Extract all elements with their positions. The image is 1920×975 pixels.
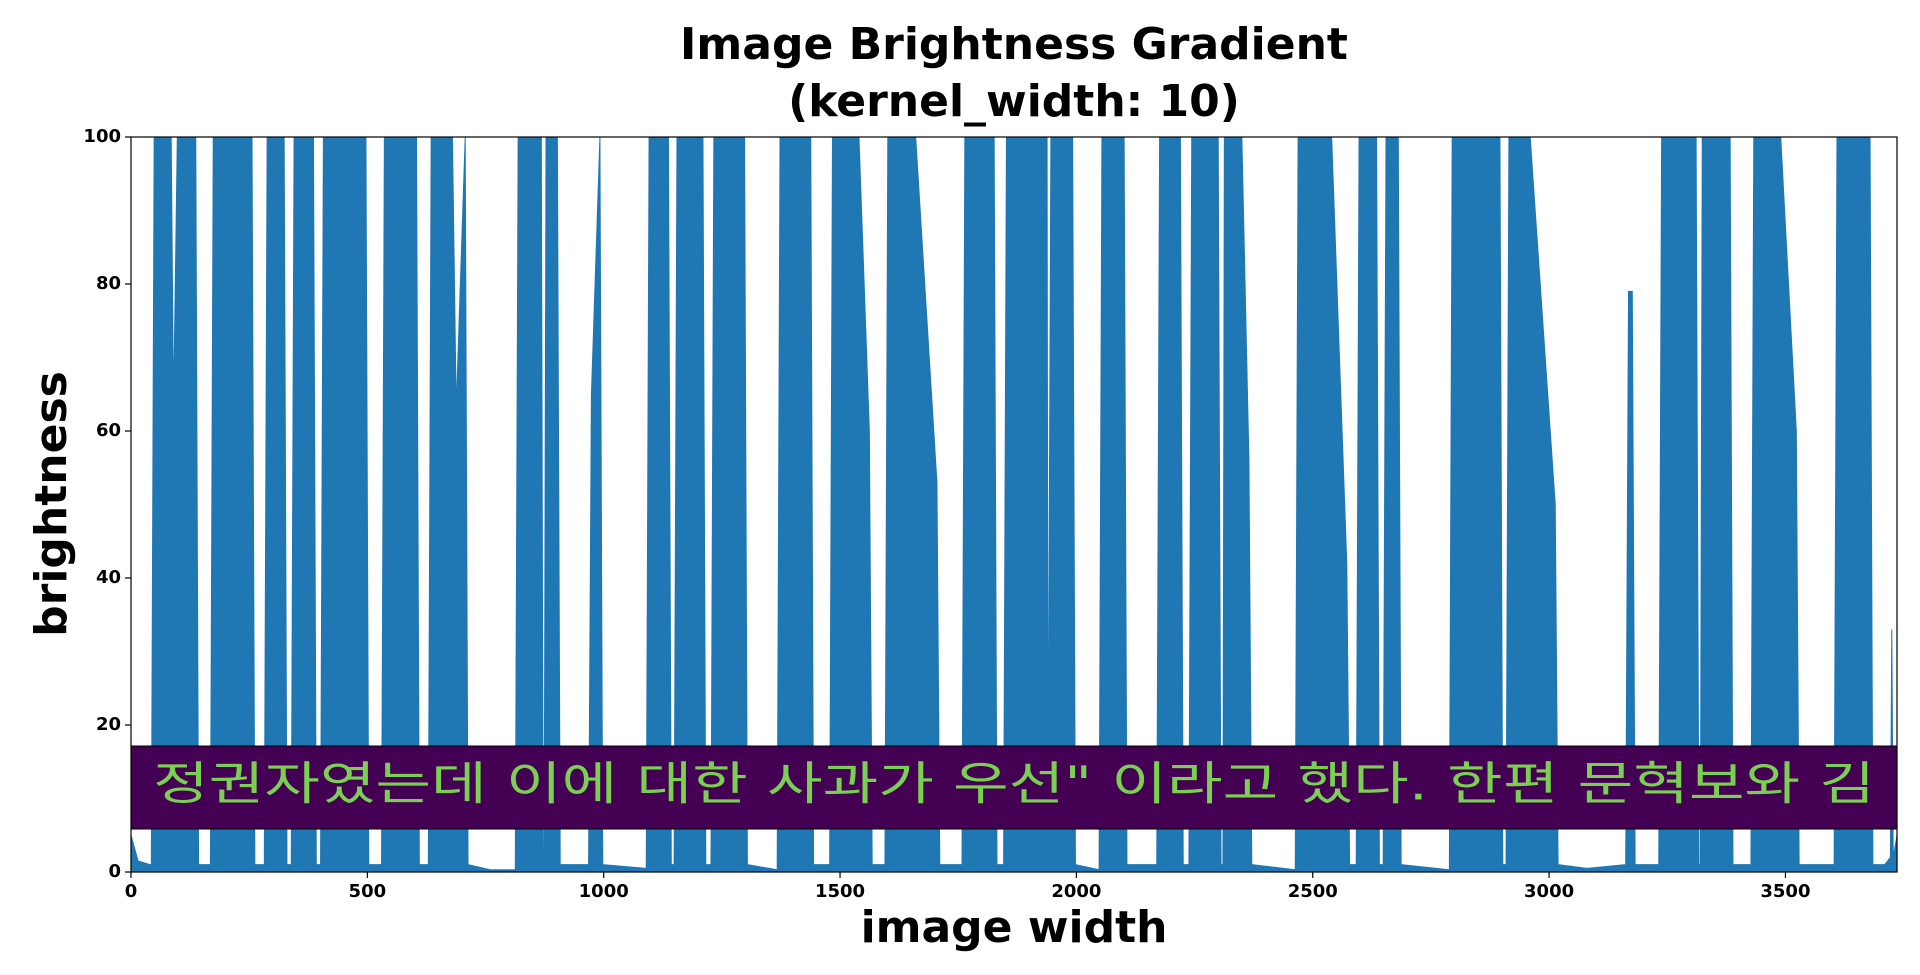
x-tick-label: 1500	[815, 881, 865, 902]
y-tick-label: 80	[96, 273, 121, 294]
area	[131, 137, 1897, 872]
y-tick-label: 20	[96, 714, 121, 735]
x-tick-label: 2000	[1051, 881, 1101, 902]
chart-title: Image Brightness Gradient	[680, 19, 1348, 70]
y-tick-label: 0	[108, 861, 121, 882]
x-tick-label: 500	[349, 881, 387, 902]
plot-frame	[130, 136, 1898, 873]
y-tick-label: 40	[96, 567, 121, 588]
x-tick-label: 3500	[1760, 881, 1810, 902]
y-tick-label: 60	[96, 420, 121, 441]
image-text: 정권자였는데 이에 대한 사과가 우선" 이라고 했다. 한편 문혁보와 김	[153, 757, 1875, 811]
x-tick-label: 1000	[579, 881, 629, 902]
chart-subtitle: (kernel_width: 10)	[788, 76, 1240, 127]
x-axis-label: image width	[861, 902, 1168, 953]
y-axis-label: brightness	[26, 371, 77, 637]
x-tick-label: 2500	[1288, 881, 1338, 902]
y-tick-label: 100	[83, 126, 121, 147]
x-tick-label: 0	[125, 881, 138, 902]
x-tick-label: 3000	[1524, 881, 1574, 902]
